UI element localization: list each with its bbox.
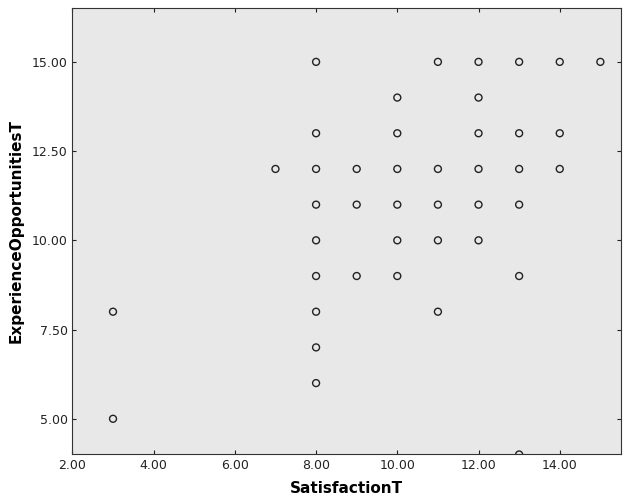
- Point: [433, 165, 443, 173]
- Point: [352, 201, 362, 209]
- Point: [474, 201, 484, 209]
- Point: [474, 236, 484, 244]
- Point: [108, 307, 118, 316]
- Point: [433, 236, 443, 244]
- Point: [514, 272, 524, 280]
- Point: [433, 307, 443, 316]
- Point: [433, 201, 443, 209]
- Point: [311, 307, 321, 316]
- Point: [474, 129, 484, 137]
- Point: [311, 58, 321, 66]
- Point: [352, 165, 362, 173]
- Point: [311, 165, 321, 173]
- Point: [555, 165, 565, 173]
- Point: [392, 129, 403, 137]
- Point: [270, 165, 281, 173]
- Point: [392, 165, 403, 173]
- Point: [311, 129, 321, 137]
- Point: [474, 165, 484, 173]
- Point: [311, 201, 321, 209]
- Point: [555, 58, 565, 66]
- Point: [474, 94, 484, 102]
- Point: [392, 272, 403, 280]
- Point: [311, 272, 321, 280]
- Point: [352, 272, 362, 280]
- Point: [108, 415, 118, 423]
- Point: [433, 58, 443, 66]
- Point: [311, 379, 321, 387]
- X-axis label: SatisfactionT: SatisfactionT: [290, 481, 403, 495]
- Point: [392, 201, 403, 209]
- Point: [514, 451, 524, 459]
- Y-axis label: ExperienceOpportunitiesT: ExperienceOpportunitiesT: [8, 119, 23, 343]
- Point: [392, 94, 403, 102]
- Point: [311, 236, 321, 244]
- Point: [514, 129, 524, 137]
- Point: [474, 58, 484, 66]
- Point: [514, 58, 524, 66]
- Point: [595, 58, 605, 66]
- Point: [392, 236, 403, 244]
- Point: [514, 201, 524, 209]
- Point: [555, 129, 565, 137]
- Point: [311, 343, 321, 351]
- Point: [514, 165, 524, 173]
